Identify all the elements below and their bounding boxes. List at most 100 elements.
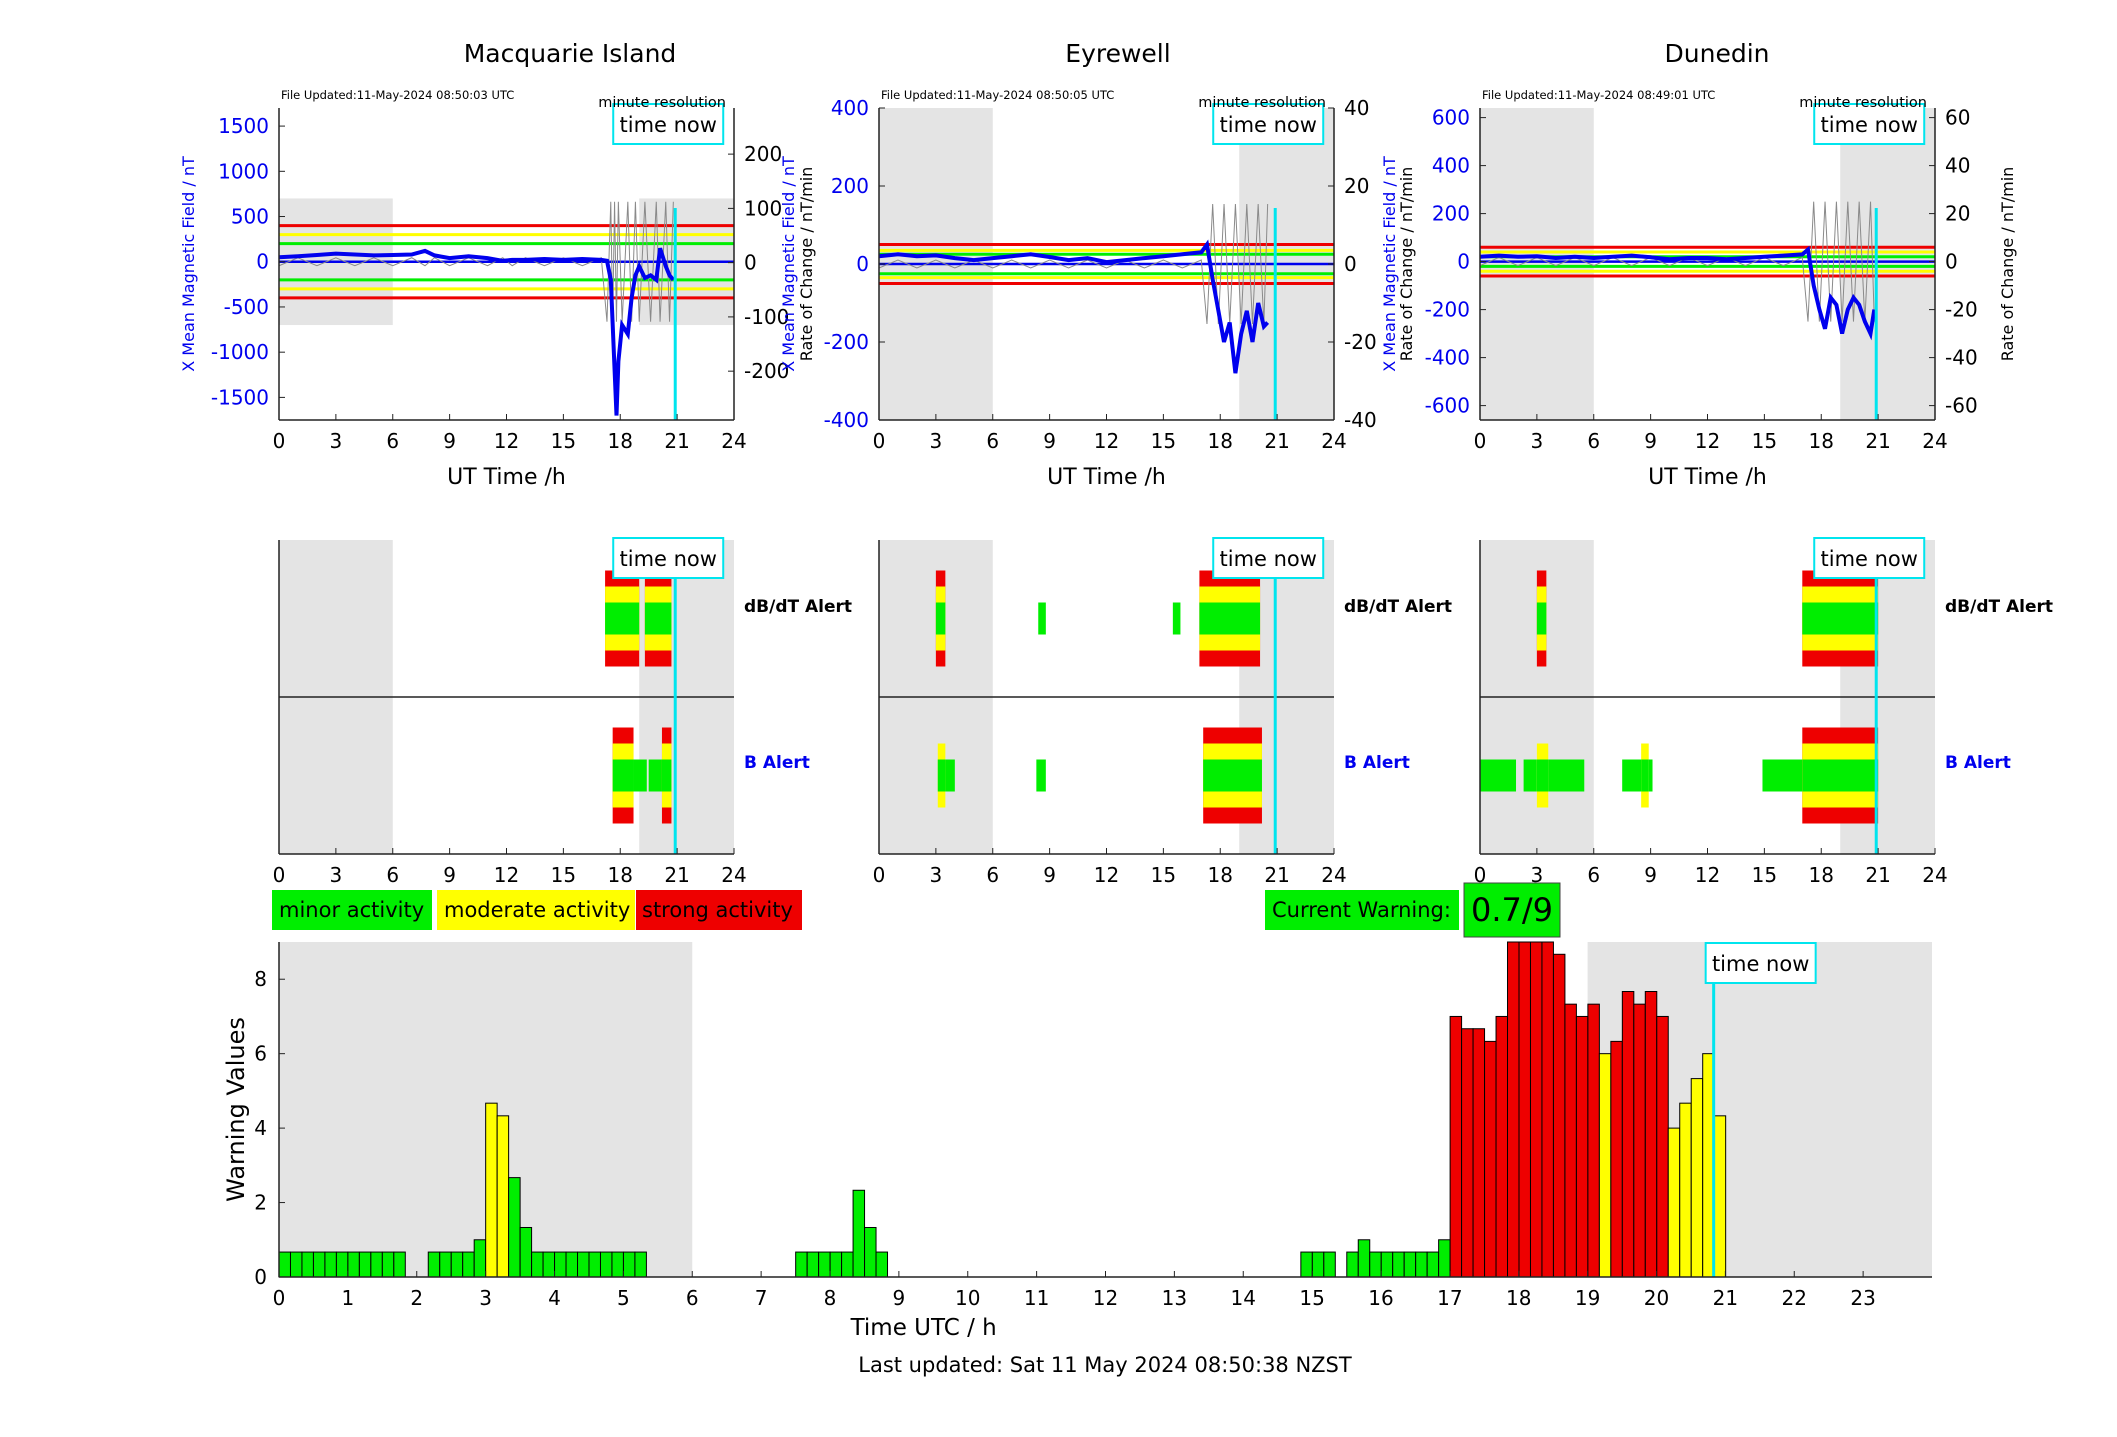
- x-tick-label: 14: [1231, 1286, 1256, 1310]
- y-tick-label-right: -40: [1945, 346, 1978, 370]
- x-tick-label: 15: [551, 429, 576, 453]
- warning-bar: [1552, 953, 1566, 1278]
- warning-bar: [1610, 1040, 1623, 1278]
- x-tick-label: 18: [1506, 1286, 1531, 1310]
- x-tick-label: 24: [1922, 863, 1947, 887]
- warning-bar: [1564, 1003, 1577, 1278]
- y-tick-label-right: 0: [1344, 252, 1357, 276]
- alert-block-green: [633, 759, 647, 792]
- y-tick-label: 2: [254, 1191, 267, 1215]
- warning-bar: [554, 1251, 567, 1278]
- alert-block-green: [1172, 602, 1181, 635]
- rate-of-change-series: [278, 201, 674, 322]
- dbdt-alert-label: dB/dT Alert: [1945, 597, 2053, 617]
- x-tick-label: 15: [1752, 863, 1777, 887]
- legend-minor-box: [272, 890, 432, 930]
- x-tick-label: 21: [664, 429, 689, 453]
- alert-panel-2: time now 0 3 6 9 12 15 18 21 24 dB/dT Alert B Alert: [1474, 537, 2053, 887]
- warning-bar: [301, 1251, 314, 1278]
- x-tick-label: 18: [608, 863, 633, 887]
- time-now-box: [1212, 537, 1325, 579]
- y-tick-label-left: 1500: [218, 114, 269, 138]
- alert-panel-0: time now 0 3 6 9 12 15 18 21 24 dB/dT Alert B Alert: [273, 537, 852, 887]
- file-updated-label: File Updated:11-May-2024 08:50:05 UTC: [881, 88, 1114, 102]
- warning-bar: [1449, 1015, 1463, 1278]
- warning-bar: [370, 1251, 383, 1278]
- warning-bar: [381, 1251, 395, 1278]
- warning-bar: [852, 1189, 866, 1278]
- file-updated-label: File Updated:11-May-2024 08:49:01 UTC: [1482, 88, 1715, 102]
- warning-bar: [1667, 1127, 1681, 1278]
- y-tick-label-left: 1000: [218, 159, 269, 183]
- alert-block-green: [1648, 759, 1653, 792]
- night-shade-left: [1480, 108, 1594, 420]
- y-tick-label-right: 200: [744, 142, 782, 166]
- x-tick-label: 10: [955, 1286, 980, 1310]
- x-tick-label: 9: [1644, 429, 1657, 453]
- alert-block-green: [935, 602, 946, 635]
- x-tick-label: 8: [824, 1286, 837, 1310]
- x-tick-label: 21: [1865, 863, 1890, 887]
- warning-bar: [806, 1251, 820, 1278]
- time-now-label: time now: [1821, 113, 1918, 137]
- x-tick-label: 18: [1809, 863, 1834, 887]
- y-tick-label-left: -500: [224, 295, 269, 319]
- alert-block-green: [1802, 602, 1879, 635]
- time-now-label: time now: [620, 547, 717, 571]
- station-titles: Macquarie Island Eyrewell Dunedin: [464, 39, 1770, 68]
- x-axis-label: UT Time /h: [447, 465, 566, 490]
- current-warning-label-box: [1265, 890, 1459, 930]
- legend-moderate-box: [437, 890, 635, 930]
- y-axis-label-left: X Mean Magnetic Field / nT: [1380, 156, 1399, 372]
- warning-bar: [335, 1251, 349, 1278]
- warning-bar: [542, 1251, 556, 1278]
- alert-block-green: [1641, 759, 1649, 792]
- x-tick-label: 6: [686, 1286, 699, 1310]
- x-tick-label: 4: [548, 1286, 561, 1310]
- legend-strong-box: [636, 890, 802, 930]
- x-tick-label: 19: [1575, 1286, 1600, 1310]
- x-tick-label: 3: [930, 429, 943, 453]
- warning-bar: [496, 1115, 510, 1278]
- night-shade-right: [1840, 108, 1935, 420]
- time-now-label: time now: [1821, 547, 1918, 571]
- warning-bar: [393, 1251, 406, 1278]
- y-tick-label-right: 0: [1945, 250, 1958, 274]
- x-tick-label: 15: [1151, 863, 1176, 887]
- alert-block-green: [1536, 759, 1549, 792]
- alert-block-green: [1038, 602, 1046, 635]
- y-axis-label: Warning Values: [222, 1017, 250, 1202]
- warning-bar: [1507, 941, 1520, 1278]
- x-tick-label: 18: [1208, 429, 1233, 453]
- dbdt-alert-label: dB/dT Alert: [1344, 597, 1452, 617]
- warning-bar: [1484, 1040, 1497, 1278]
- y-axis-label-left: X Mean Magnetic Field / nT: [179, 156, 198, 372]
- current-warning-label: Current Warning:: [1272, 898, 1451, 922]
- x-tick-label: 21: [664, 863, 689, 887]
- station-title-macquarie: Macquarie Island: [464, 39, 677, 68]
- x-tick-label: 0: [873, 429, 886, 453]
- legend-minor-label: minor activity: [279, 898, 424, 922]
- time-now-label: time now: [1712, 952, 1809, 976]
- field-series: [278, 247, 675, 416]
- dbdt-alert-label: dB/dT Alert: [744, 597, 852, 617]
- y-tick-label-left: 0: [256, 250, 269, 274]
- alert-block-green: [1480, 759, 1517, 792]
- x-tick-label: 12: [1094, 429, 1119, 453]
- time-now-label: time now: [1220, 113, 1317, 137]
- warning-bar: [864, 1226, 877, 1278]
- alert-block-green: [1203, 759, 1262, 792]
- alert-block-green: [661, 759, 672, 792]
- current-warning-value: 0.7/9: [1471, 891, 1553, 929]
- x-tick-label: 6: [986, 863, 999, 887]
- warning-bar: [324, 1251, 337, 1278]
- warning-bar: [1541, 941, 1554, 1278]
- station-title-eyrewell: Eyrewell: [1065, 39, 1170, 68]
- alert-block-green: [612, 759, 634, 792]
- x-tick-label: 15: [1151, 429, 1176, 453]
- warning-bar: [1323, 1251, 1336, 1278]
- x-tick-label: 0: [1474, 863, 1487, 887]
